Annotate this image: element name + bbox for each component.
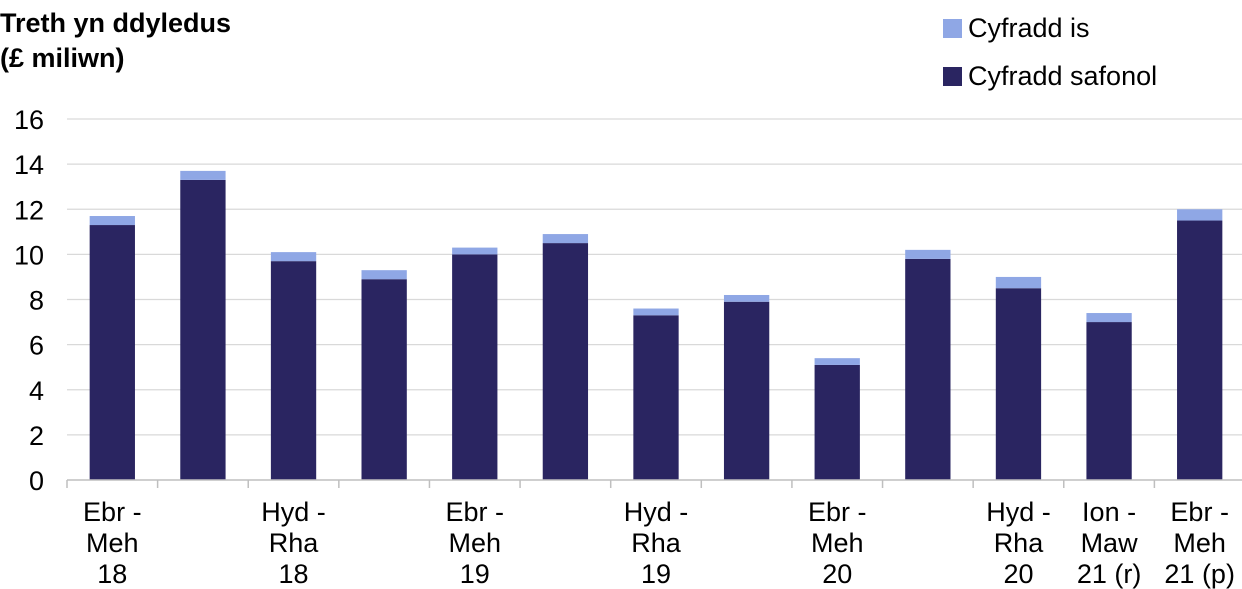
x-tick-label: Ebr -Meh 20 (808, 497, 867, 589)
x-axis-tick-labels: Ebr -Meh 18 Hyd -Rha 18 Ebr -Meh 19 Hyd -Rha 19… (83, 497, 1235, 589)
legend-swatch-cyfradd-safonol (943, 66, 962, 86)
bar-cyfradd-safonol (995, 288, 1042, 480)
bar-cyfradd-safonol (1086, 322, 1132, 480)
y-axis-title: Treth yn ddyledus (£ miliwn) (0, 6, 231, 76)
bar-cyfradd-safonol (89, 225, 135, 480)
y-tick-label: 8 (29, 286, 44, 316)
y-tick-label: 6 (29, 331, 44, 361)
x-axis (66, 479, 1242, 488)
y-tick-label: 4 (29, 376, 44, 406)
y-tick-label: 2 (29, 421, 44, 451)
legend: Cyfradd is Cyfradd safonol (943, 4, 1157, 100)
bar-cyfradd-safonol (361, 279, 407, 480)
y-tick-label: 14 (14, 150, 44, 180)
legend-item-cyfradd-is: Cyfradd is (943, 4, 1157, 52)
legend-label-cyfradd-is: Cyfradd is (968, 12, 1090, 43)
bar-cyfradd-is (814, 358, 860, 365)
x-tick-label: Ebr -Meh 21 (p) (1164, 497, 1235, 589)
y-tick-label: 12 (14, 195, 44, 225)
y-axis-ticks: 0 2 4 6 8 10 12 14 16 (14, 105, 44, 496)
x-tick-label: Hyd -Rha 19 (624, 497, 689, 589)
y-tick-label: 16 (14, 105, 44, 135)
bar-cyfradd-is (89, 216, 135, 226)
y-tick-label: 10 (14, 240, 44, 270)
bar-cyfradd-is (633, 308, 679, 316)
bar-cyfradd-safonol (723, 301, 770, 480)
y-axis-title-line-1: Treth yn ddyledus (0, 8, 232, 38)
x-tick-label: Ebr -Meh 19 (446, 497, 505, 589)
bar-cyfradd-safonol (270, 261, 317, 480)
bar-cyfradd-safonol (633, 315, 679, 480)
bar-cyfradd-is (1177, 209, 1223, 221)
bar-cyfradd-safonol (1177, 220, 1223, 480)
bar-cyfradd-safonol (814, 364, 860, 480)
legend-swatch-cyfradd-is (943, 18, 962, 38)
bars (89, 170, 1223, 480)
bar-cyfradd-is (723, 294, 770, 302)
bar-cyfradd-safonol (542, 243, 589, 480)
bar-cyfradd-safonol (452, 254, 498, 480)
legend-label-cyfradd-safonol: Cyfradd safonol (968, 60, 1158, 91)
bar-cyfradd-is (180, 170, 226, 180)
legend-item-cyfradd-safonol: Cyfradd safonol (943, 52, 1157, 100)
y-axis-title-line-2: (£ miliwn) (0, 43, 125, 73)
bar-cyfradd-is (452, 247, 498, 255)
y-tick-label: 0 (29, 466, 44, 496)
x-tick-label: Ion -Maw 21 (r) (1077, 497, 1142, 589)
bar-cyfradd-is (542, 234, 589, 244)
x-tick-label: Hyd -Rha 18 (261, 497, 326, 589)
bar-cyfradd-is (270, 252, 317, 262)
x-tick-label: Hyd -Rha 20 (986, 497, 1051, 589)
bar-cyfradd-is (995, 276, 1042, 289)
x-tick-label: Ebr -Meh 18 (83, 497, 142, 589)
bar-cyfradd-safonol (905, 258, 951, 480)
bar-cyfradd-safonol (180, 179, 226, 480)
bar-cyfradd-is (361, 270, 407, 280)
bar-cyfradd-is (1086, 313, 1132, 323)
bar-cyfradd-is (905, 249, 951, 259)
